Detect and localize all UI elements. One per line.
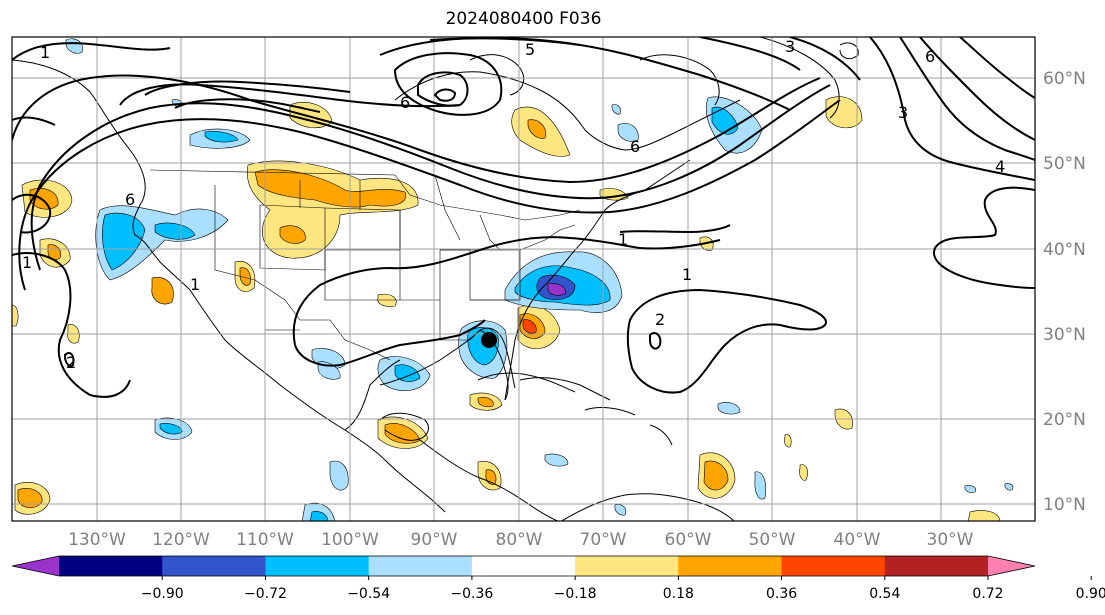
contour-label: 3 [898,103,908,122]
contour-label: 1 [682,265,692,284]
graticule [12,37,1035,521]
colorbar-tick-label: −0.72 [244,586,287,602]
contour-label: 1 [40,43,50,62]
colorbar-segment [575,556,679,576]
lat-label: 20°N [1043,410,1086,430]
lon-label: 120°W [152,530,210,550]
lat-label: 50°N [1043,154,1086,174]
contour-label: 6 [125,190,135,209]
lon-label: 70°W [580,530,627,550]
colorbar-tick-label: 0.72 [972,586,1003,602]
colorbar-segment [884,556,989,576]
storm-center-marker [481,332,497,348]
colorbar-segment [678,556,783,576]
contour-label: 1 [618,230,628,249]
contour-label: 3 [785,37,795,56]
contour-label: 2 [66,353,76,372]
contour-label: 4 [995,157,1005,176]
longitude-labels: 130°W 120°W 110°W 100°W 90°W 80°W 70°W 6… [68,530,974,550]
lon-label: 40°W [834,530,881,550]
colorbar-extend-high [988,556,1035,576]
colorbar-tick-label: −0.36 [450,586,493,602]
colorbar-tick-label: −0.90 [141,586,184,602]
contour-lines [12,37,1035,398]
contour-label: 1 [22,253,32,272]
colorbar-tick-label: 0.90 [1076,586,1105,602]
map-title: 2024080400 F036 [445,9,602,29]
map-frame [11,36,1036,522]
colorbar-segment [781,556,886,576]
lon-label: 110°W [236,530,294,550]
lon-label: 30°W [927,530,974,550]
colorbar-tick-label: 0.54 [869,586,900,602]
colorbar-segment [59,556,163,576]
contour-label: 5 [525,40,535,59]
colorbar-tick-label: 0.18 [663,586,694,602]
lon-label: 100°W [321,530,379,550]
lon-label: 60°W [665,530,712,550]
lat-label: 10°N [1043,495,1086,515]
contour-label: 6 [630,137,640,156]
contour-label: 6 [400,93,410,112]
colorbar: −0.90 −0.72 −0.54 −0.36 −0.18 0.18 0.36 0.54 0.7… [11,555,1105,602]
colorbar-tick-label: −0.18 [554,586,597,602]
contour-label: 1 [190,275,200,294]
lat-label: 40°N [1043,240,1086,260]
lon-label: 90°W [411,530,458,550]
colorbar-outline [11,555,1036,577]
colorbar-segment [368,556,473,576]
contour-label: 2 [655,310,665,329]
contour-label: 6 [925,47,935,66]
lat-label: 30°N [1043,325,1086,345]
colorbar-segment [162,556,266,576]
lon-label: 80°W [496,530,543,550]
colorbar-segment [471,556,576,576]
colorbar-segment [265,556,370,576]
lon-label: 50°W [749,530,796,550]
colorbar-extend-low [12,556,59,576]
colorbar-tick-label: −0.54 [347,586,390,602]
colorbar-tick-label: 0.36 [766,586,797,602]
latitude-labels: 60°N 50°N 40°N 30°N 20°N 10°N [1043,69,1086,515]
contour-labels: 1 1 1 1 1 2 2 3 3 4 5 6 6 6 6 [22,37,1005,372]
lon-label: 130°W [68,530,126,550]
lat-label: 60°N [1043,69,1086,89]
